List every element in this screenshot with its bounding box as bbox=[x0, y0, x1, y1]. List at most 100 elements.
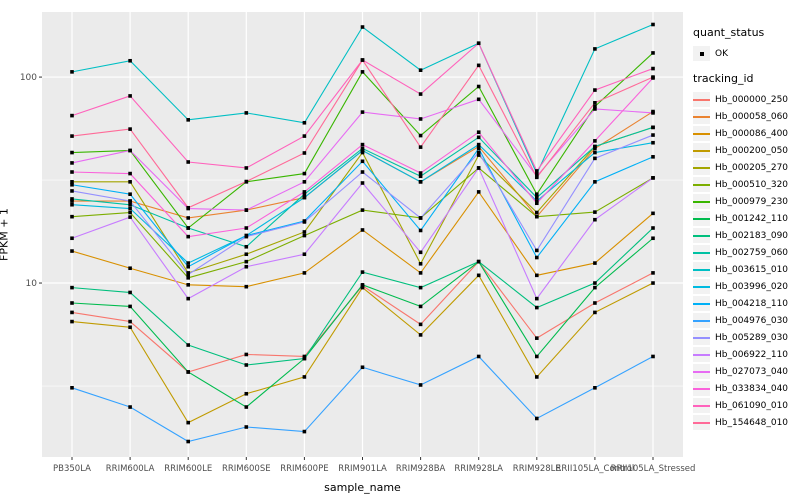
data-point bbox=[593, 144, 597, 149]
data-point bbox=[186, 272, 190, 277]
data-point bbox=[244, 405, 249, 409]
data-point bbox=[360, 270, 365, 274]
data-point bbox=[186, 234, 190, 239]
data-point bbox=[418, 322, 423, 327]
data-point bbox=[360, 70, 365, 74]
data-point bbox=[651, 111, 655, 115]
data-point bbox=[302, 233, 307, 238]
legend-item-label: Hb_033834_040 bbox=[715, 383, 789, 394]
data-point bbox=[593, 104, 597, 109]
data-point bbox=[535, 296, 539, 301]
data-point bbox=[128, 148, 132, 153]
data-point bbox=[651, 281, 655, 285]
data-point bbox=[302, 120, 307, 125]
data-point bbox=[70, 236, 74, 241]
data-point bbox=[70, 161, 74, 165]
data-point bbox=[535, 416, 539, 421]
data-point bbox=[360, 58, 365, 62]
data-point bbox=[128, 58, 132, 63]
data-point bbox=[418, 117, 423, 121]
data-point bbox=[651, 271, 655, 275]
data-point bbox=[476, 150, 481, 155]
legend-item-label: Hb_000200_050 bbox=[715, 145, 789, 156]
data-point bbox=[70, 197, 74, 201]
legend-item-label: Hb_005289_030 bbox=[715, 332, 789, 343]
data-point bbox=[418, 285, 423, 290]
data-point bbox=[418, 180, 423, 184]
data-point bbox=[302, 375, 307, 379]
data-point bbox=[186, 283, 190, 287]
data-point bbox=[302, 230, 307, 234]
data-point bbox=[593, 139, 597, 143]
legend-color-key-icon bbox=[693, 245, 710, 260]
legend-item-Hb_002183_090: Hb_002183_090 bbox=[693, 227, 799, 244]
data-point bbox=[244, 111, 249, 115]
data-point bbox=[302, 252, 307, 257]
data-point bbox=[418, 304, 423, 309]
data-point bbox=[360, 181, 365, 185]
legend-item-Hb_001242_110: Hb_001242_110 bbox=[693, 210, 799, 227]
legend-tracking-id-items: Hb_000000_250 Hb_000058_060 Hb_000086_400 H… bbox=[693, 91, 799, 431]
data-point bbox=[128, 171, 132, 176]
data-point bbox=[186, 343, 190, 347]
data-point bbox=[360, 148, 365, 153]
data-point bbox=[244, 264, 249, 269]
data-point bbox=[476, 135, 481, 140]
data-point bbox=[302, 134, 307, 138]
data-point bbox=[535, 171, 539, 176]
data-point bbox=[418, 68, 423, 72]
data-point bbox=[128, 202, 132, 207]
legend-item-Hb_000200_050: Hb_000200_050 bbox=[693, 142, 799, 159]
legend-color-key-icon bbox=[693, 177, 710, 192]
x-tick-label: RRIM600PE bbox=[280, 464, 328, 474]
data-point bbox=[70, 113, 74, 118]
legend-item-label: Hb_004218_110 bbox=[715, 298, 789, 309]
data-point bbox=[244, 284, 249, 289]
data-point bbox=[651, 176, 655, 180]
data-point bbox=[593, 47, 597, 51]
data-point bbox=[244, 244, 249, 249]
legend-color-key-icon bbox=[693, 92, 710, 107]
data-point bbox=[302, 192, 307, 196]
data-point bbox=[128, 290, 132, 295]
data-point bbox=[476, 146, 481, 151]
data-point bbox=[651, 51, 655, 55]
legend-key-black-square-icon bbox=[693, 46, 710, 61]
data-point bbox=[535, 375, 539, 379]
data-point bbox=[70, 319, 74, 324]
data-point bbox=[535, 210, 539, 215]
data-point bbox=[593, 107, 597, 111]
data-point bbox=[302, 180, 307, 184]
data-point bbox=[476, 41, 481, 46]
legend-color-key-icon bbox=[693, 262, 710, 277]
data-point bbox=[476, 273, 481, 278]
legend-quant-status-items: OK bbox=[693, 45, 799, 62]
data-point bbox=[418, 133, 423, 138]
legend-item-Hb_003996_020: Hb_003996_020 bbox=[693, 278, 799, 295]
legend-color-key-icon bbox=[693, 228, 710, 243]
x-tick-label: RRII105LA_Stressed bbox=[611, 464, 696, 474]
x-axis-title: sample_name bbox=[324, 481, 401, 494]
data-point bbox=[70, 134, 74, 138]
data-point bbox=[70, 150, 74, 155]
x-tick-label: RRIM901LA bbox=[338, 464, 387, 474]
data-point bbox=[418, 261, 423, 266]
data-point bbox=[651, 140, 655, 145]
x-tick-label: RRIM600SE bbox=[222, 464, 271, 474]
data-point bbox=[244, 391, 249, 396]
data-point bbox=[651, 125, 655, 130]
data-point bbox=[360, 170, 365, 174]
x-tick-label: RRIM928LA bbox=[454, 464, 503, 474]
data-point bbox=[128, 94, 132, 98]
data-point bbox=[302, 171, 307, 176]
x-tick-label: RRIM928BA bbox=[396, 464, 446, 474]
legend-item-Hb_061090_010: Hb_061090_010 bbox=[693, 397, 799, 414]
data-point bbox=[70, 249, 74, 253]
data-point bbox=[593, 146, 597, 151]
x-tick-label: RRIM600LE bbox=[164, 464, 212, 474]
data-point bbox=[128, 210, 132, 215]
data-point bbox=[535, 255, 539, 260]
legend-item-label: Hb_000205_270 bbox=[715, 162, 789, 173]
legend-item-Hb_003615_010: Hb_003615_010 bbox=[693, 261, 799, 278]
data-point bbox=[593, 301, 597, 305]
